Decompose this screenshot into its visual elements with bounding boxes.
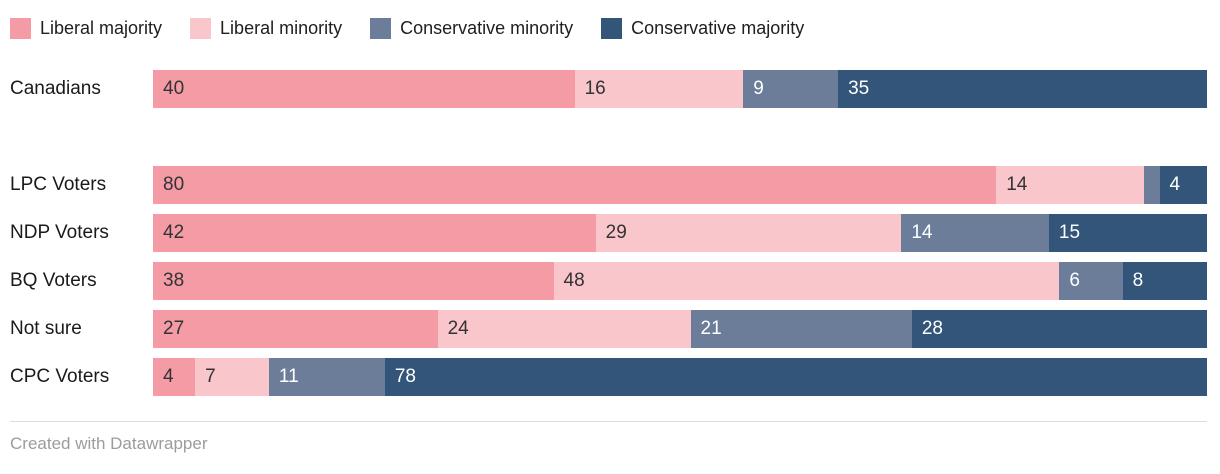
bar-segment-liberal-minority: 24 xyxy=(437,310,691,348)
chart-row-ndp-voters: NDP Voters 42 29 14 15 xyxy=(10,214,1207,252)
row-label: Not sure xyxy=(10,318,82,339)
chart-row-not-sure: Not sure 27 24 21 28 xyxy=(10,310,1207,348)
row-bars: 38 48 6 8 xyxy=(153,262,1207,300)
row-label: Canadians xyxy=(10,78,101,99)
bar-segment-conservative-majority: 15 xyxy=(1048,214,1207,252)
bar-segment-liberal-majority: 42 xyxy=(153,214,596,252)
row-bars: 42 29 14 15 xyxy=(153,214,1207,252)
legend-item-conservative-majority: Conservative majority xyxy=(601,17,805,39)
legend-swatch-icon xyxy=(190,17,212,39)
stacked-bar-chart: Liberal majority Liberal minority Conserva… xyxy=(10,16,1207,454)
legend-label: Conservative majority xyxy=(631,17,805,38)
bar-segment-liberal-majority: 4 xyxy=(153,358,196,396)
bar-segment-conservative-minority: 6 xyxy=(1059,262,1123,300)
row-label: NDP Voters xyxy=(10,222,109,243)
chart-row-canadians: Canadians 40 16 9 35 xyxy=(10,70,1207,108)
bar-segment-conservative-majority: 78 xyxy=(384,358,1207,396)
bar-segment-conservative-majority: 28 xyxy=(911,310,1207,348)
legend-swatch-icon xyxy=(370,17,392,39)
row-bars: 80 14 4 xyxy=(153,166,1207,204)
bar-segment-liberal-minority: 29 xyxy=(595,214,902,252)
row-bars: 27 24 21 28 xyxy=(153,310,1207,348)
legend-item-conservative-minority: Conservative minority xyxy=(370,17,574,39)
row-label: BQ Voters xyxy=(10,270,97,291)
bar-segment-liberal-minority: 16 xyxy=(574,70,744,108)
bar-segment-liberal-majority: 80 xyxy=(153,166,997,204)
row-label: LPC Voters xyxy=(10,174,107,195)
bar-segment-liberal-majority: 40 xyxy=(153,70,575,108)
bar-segment-conservative-majority: 4 xyxy=(1159,166,1207,204)
legend-label: Liberal minority xyxy=(220,17,343,38)
row-bars: 40 16 9 35 xyxy=(153,70,1207,108)
legend-swatch-icon xyxy=(10,17,31,39)
bar-segment-liberal-minority: 14 xyxy=(996,166,1144,204)
bar-segment-liberal-majority: 38 xyxy=(153,262,554,300)
bar-segment-conservative-majority: 8 xyxy=(1122,262,1207,300)
bar-segment-liberal-majority: 27 xyxy=(153,310,438,348)
chart-rows: Canadians 40 16 9 35 LPC Voters 80 14 4 NDP Voter… xyxy=(10,70,1207,396)
legend-item-liberal-majority: Liberal majority xyxy=(10,17,163,39)
bar-segment-conservative-minority: 11 xyxy=(268,358,385,396)
attribution-text: Created with Datawrapper xyxy=(10,434,208,453)
bar-segment-liberal-minority: 7 xyxy=(195,358,269,396)
bar-segment-conservative-minority: 21 xyxy=(690,310,912,348)
legend-swatch-icon xyxy=(601,17,623,39)
bar-segment-conservative-majority: 35 xyxy=(838,70,1207,108)
bar-segment-liberal-minority: 48 xyxy=(553,262,1060,300)
bar-segment-conservative-minority xyxy=(1143,166,1160,204)
chart-footer: Created with Datawrapper xyxy=(10,421,1207,454)
legend-label: Conservative minority xyxy=(400,17,574,38)
chart-legend: Liberal majority Liberal minority Conserva… xyxy=(10,16,1207,40)
legend-item-liberal-minority: Liberal minority xyxy=(190,17,343,39)
bar-segment-conservative-minority: 14 xyxy=(901,214,1049,252)
legend-label: Liberal majority xyxy=(40,17,163,38)
row-bars: 4 7 11 78 xyxy=(153,358,1207,396)
chart-row-cpc-voters: CPC Voters 4 7 11 78 xyxy=(10,358,1207,396)
row-label: CPC Voters xyxy=(10,366,110,387)
chart-row-lpc-voters: LPC Voters 80 14 4 xyxy=(10,166,1207,204)
chart-row-bq-voters: BQ Voters 38 48 6 8 xyxy=(10,262,1207,300)
bar-segment-conservative-minority: 9 xyxy=(743,70,839,108)
